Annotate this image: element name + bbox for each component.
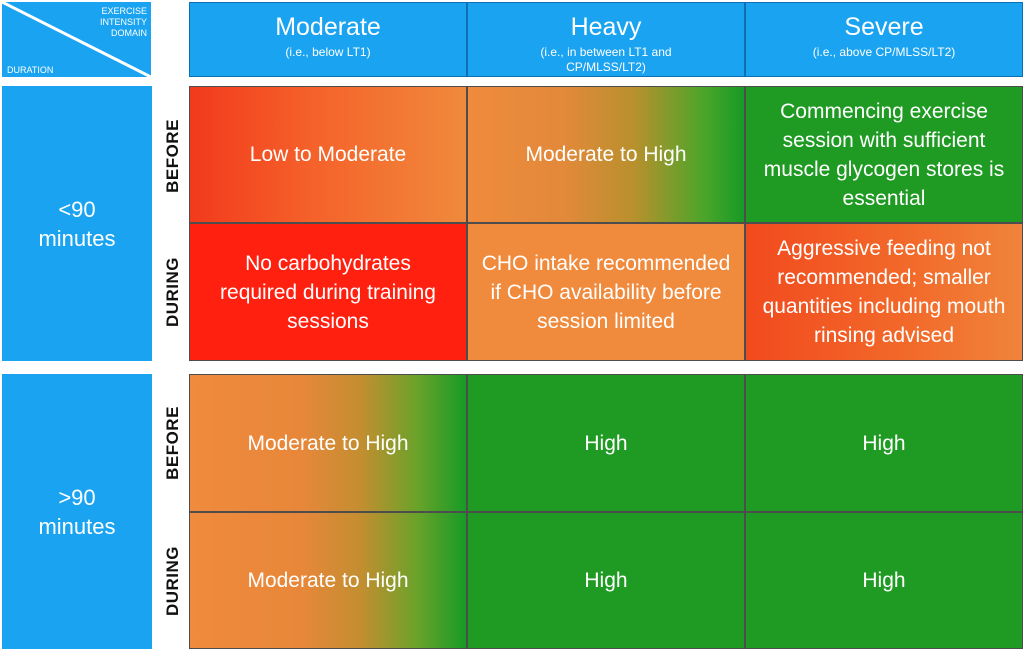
cell-short-during-heavy: CHO intake recommended if CHO availabili… — [467, 223, 745, 361]
cell-long-before-moderate: Moderate to High — [189, 374, 467, 512]
phase-during-long: DURING — [158, 512, 188, 649]
cell-short-during-severe: Aggressive feeding not recommended; smal… — [745, 223, 1023, 361]
cell-short-before-heavy: Moderate to High — [467, 86, 745, 223]
duration-over-90: >90 minutes — [2, 374, 152, 649]
cell-long-during-severe: High — [745, 512, 1023, 649]
column-title: Moderate — [275, 13, 381, 41]
phase-before-short: BEFORE — [158, 88, 188, 223]
cell-short-before-moderate: Low to Moderate — [189, 86, 467, 223]
column-header-severe: Severe (i.e., above CP/MLSS/LT2) — [745, 2, 1023, 77]
column-title: Severe — [844, 13, 924, 41]
phase-label: DURING — [163, 256, 182, 327]
corner-duration-label: DURATION — [7, 65, 54, 75]
cell-short-before-severe: Commencing exercise session with suffici… — [745, 86, 1023, 223]
column-header-moderate: Moderate (i.e., below LT1) — [189, 2, 467, 77]
phase-during-short: DURING — [158, 223, 188, 360]
cell-long-before-severe: High — [745, 374, 1023, 512]
column-header-heavy: Heavy (i.e., in between LT1 and CP/MLSS/… — [467, 2, 745, 77]
phase-before-long: BEFORE — [158, 374, 188, 512]
phase-label: BEFORE — [163, 118, 182, 193]
column-subtitle: (i.e., below LT1) — [285, 45, 371, 59]
cell-long-before-heavy: High — [467, 374, 745, 512]
duration-label: >90 minutes — [38, 484, 116, 539]
duration-under-90: <90 minutes — [2, 86, 152, 361]
corner-header: EXERCISE INTENSITY DOMAIN DURATION — [2, 2, 151, 77]
cell-long-during-moderate: Moderate to High — [189, 512, 467, 649]
phase-label: DURING — [163, 545, 182, 616]
cell-short-during-moderate: No carbohydrates required during trainin… — [189, 223, 467, 361]
column-title: Heavy — [570, 13, 642, 41]
cell-long-during-heavy: High — [467, 512, 745, 649]
column-subtitle: (i.e., in between LT1 and CP/MLSS/LT2) — [540, 45, 672, 74]
corner-intensity-label: EXERCISE INTENSITY DOMAIN — [99, 6, 147, 38]
column-subtitle: (i.e., above CP/MLSS/LT2) — [812, 45, 956, 59]
diagonal-divider — [2, 2, 151, 77]
duration-label: <90 minutes — [38, 196, 116, 251]
phase-label: BEFORE — [163, 406, 182, 480]
